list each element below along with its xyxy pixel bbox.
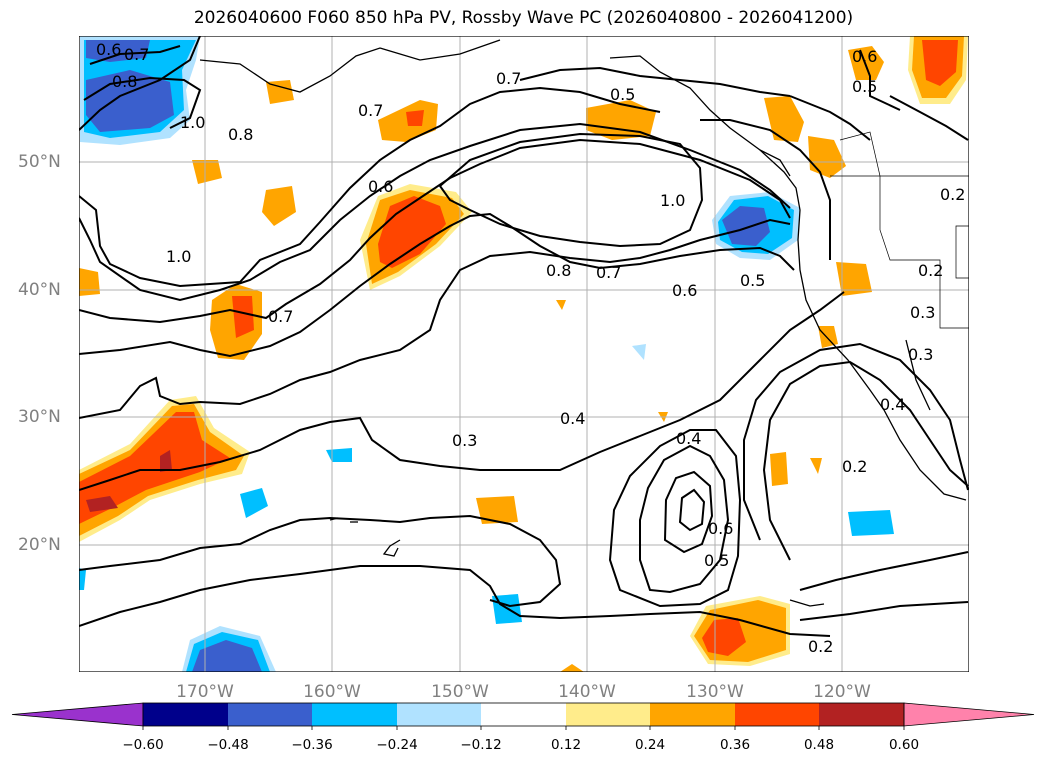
fill-pos-socal	[818, 326, 838, 348]
colorbar-arrow-right	[903, 702, 1035, 727]
contour-label: 0.2	[940, 185, 965, 204]
fill-pos-subtrop-dark	[79, 412, 230, 524]
contour-label: 0.7	[124, 45, 149, 64]
fill-neg-ca-dark	[722, 206, 770, 246]
map-background	[79, 36, 969, 672]
colorbar-segment	[397, 703, 481, 726]
borders	[830, 131, 969, 329]
contour-label: 0.6	[852, 47, 877, 66]
contour-label: 0.5	[740, 271, 765, 290]
contour-label: 0.3	[452, 431, 477, 450]
colorbar-tick: 0.48	[803, 737, 835, 753]
contour-label: 0.8	[112, 72, 137, 91]
fill-pos-s-bottom	[560, 664, 584, 672]
fill-neg-small4	[632, 344, 646, 360]
contour-label: 0.2	[808, 637, 833, 656]
colorbar-tick: 0.12	[550, 737, 582, 753]
colorbar-arrow-left	[11, 702, 144, 727]
colorbar-segment	[566, 703, 650, 726]
colorbar-segment	[312, 703, 397, 726]
colorbar-outline	[142, 702, 905, 727]
contour-label: 0.6	[708, 519, 733, 538]
fill-pos-ne-dark	[922, 40, 958, 86]
fill-pos-tiny1	[556, 300, 566, 310]
contour-label: 0.5	[852, 77, 877, 96]
contour-label: 0.8	[546, 261, 571, 280]
fill-neg-small1	[240, 488, 268, 518]
fill-pos-baja	[836, 262, 872, 296]
lon-label-150w: 150°W	[431, 682, 489, 702]
fill-pos-w2	[79, 268, 100, 296]
contour-label: 1.0	[166, 247, 191, 266]
fill-neg-nw-dark2	[86, 40, 150, 62]
contour-label: 0.4	[560, 409, 585, 428]
fill-neg-small5	[79, 568, 86, 590]
lon-label-120w: 120°W	[813, 682, 871, 702]
colorbar-segment	[481, 703, 566, 726]
fill-pos-subtrop-darker2	[160, 450, 172, 472]
contour-label: 1.0	[660, 191, 685, 210]
fill-neg-s-dark	[192, 640, 262, 672]
colorbar-segment	[819, 703, 904, 726]
contour-label: 0.2	[918, 261, 943, 280]
fill-pos-s-dark	[702, 618, 746, 656]
colorbar-tick: −0.48	[207, 737, 249, 753]
fill-pos-mid2	[810, 458, 822, 474]
contour-label: 0.4	[880, 395, 905, 414]
colorbar-tick: 0.24	[634, 737, 666, 753]
colorbar-tick: 0.36	[719, 737, 751, 753]
map-title: 2026040600 F060 850 hPa PV, Rossby Wave …	[193, 8, 854, 28]
colorbar-tick: −0.24	[376, 737, 418, 753]
contour-label: 0.3	[910, 303, 935, 322]
lon-label-170w: 170°W	[176, 682, 234, 702]
fill-pos-hawaii	[476, 496, 518, 524]
colorbar-segment	[228, 703, 312, 726]
fill-pos-small3	[262, 186, 296, 226]
colorbar-segment	[650, 703, 735, 726]
lat-label-30n: 30°N	[18, 407, 61, 427]
fill-pos-goa	[586, 100, 656, 140]
fill-pos-w1-dark	[232, 296, 254, 338]
contour-label: 0.5	[704, 551, 729, 570]
lon-label-140w: 140°W	[558, 682, 616, 702]
contour-label: 0.7	[496, 69, 521, 88]
contour-label: 0.7	[268, 307, 293, 326]
colorbar	[11, 702, 1035, 730]
lat-label-40n: 40°N	[18, 280, 61, 300]
pv-contours	[79, 36, 969, 637]
contour-labels: 0.6 0.7 0.8 1.0 0.8 0.7 0.6 1.0 0.7 0.7 …	[96, 40, 965, 656]
contour-label: 1.0	[180, 113, 205, 132]
fill-pos-coast1	[764, 96, 804, 142]
fill-pos-coast2	[808, 136, 846, 178]
colorbar-segment	[735, 703, 819, 726]
graticule	[79, 36, 969, 672]
fill-pos-subtrop-darker	[86, 496, 118, 512]
fill-pos-mid1	[770, 452, 788, 486]
contour-label: 0.8	[228, 125, 253, 144]
colorbar-tick: −0.60	[122, 737, 164, 753]
fill-pos-small2	[192, 160, 222, 184]
lon-label-160w: 160°W	[303, 682, 361, 702]
colorbar-segment	[143, 703, 228, 726]
map-panel: 0.6 0.7 0.8 1.0 0.8 0.7 0.6 1.0 0.7 0.7 …	[79, 36, 969, 672]
contour-label: 0.6	[368, 177, 393, 196]
fill-neg-mid-small	[848, 510, 894, 536]
contour-label: 0.5	[610, 85, 635, 104]
contour-label: 0.7	[596, 263, 621, 282]
contour-label: 0.6	[96, 40, 121, 59]
fill-pos-small1	[266, 80, 294, 104]
contour-label: 0.3	[908, 345, 933, 364]
lon-label-130w: 130°W	[686, 682, 744, 702]
contour-label: 0.7	[358, 101, 383, 120]
lat-label-20n: 20°N	[18, 535, 61, 555]
contour-label: 0.2	[842, 457, 867, 476]
lat-label-50n: 50°N	[18, 152, 61, 172]
contour-label: 0.6	[672, 281, 697, 300]
contour-label: 0.4	[676, 429, 701, 448]
fill-pos-n1-dark	[406, 110, 424, 126]
colorbar-tick: −0.36	[291, 737, 333, 753]
colorbar-tick: −0.12	[460, 737, 502, 753]
coastlines	[199, 39, 967, 607]
colorbar-tick: 0.60	[888, 737, 920, 753]
